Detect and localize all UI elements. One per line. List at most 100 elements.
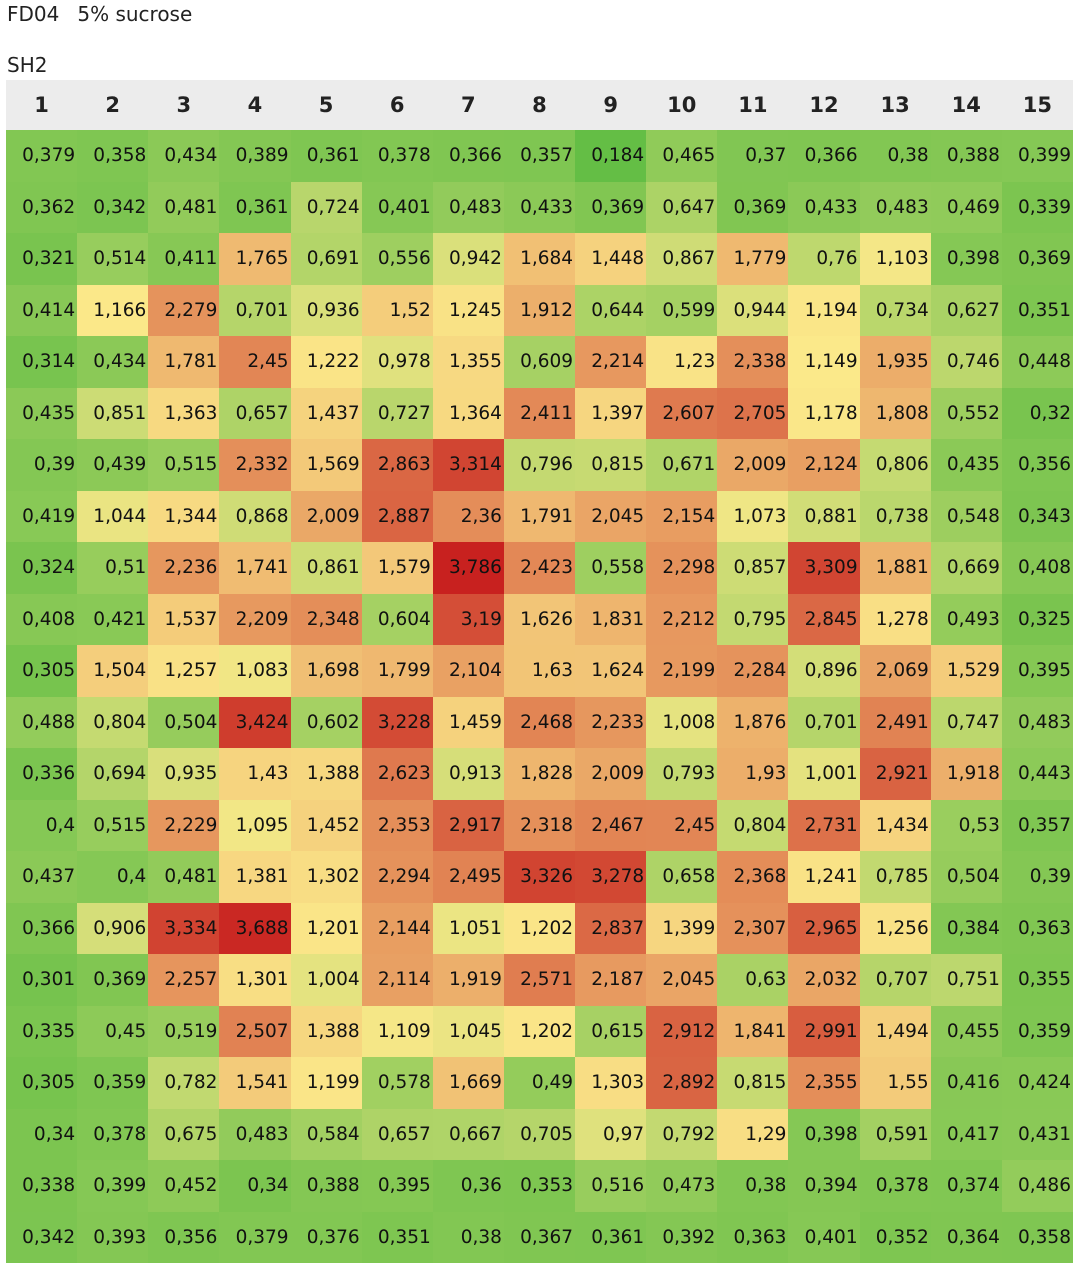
heatmap-cell-r1-c3: 0,434 [148, 130, 220, 182]
heatmap-cell-r3-c1: 0,321 [6, 233, 78, 285]
heatmap-cell-r20-c12: 0,398 [788, 1108, 860, 1160]
heatmap-cell-r1-c11: 0,37 [717, 130, 789, 182]
heatmap-cell-r22-c5: 0,376 [290, 1211, 362, 1263]
heatmap-cell-r4-c4: 0,701 [219, 284, 291, 336]
heatmap-cell-r3-c12: 0,76 [788, 233, 860, 285]
heatmap-cell-r15-c13: 0,785 [859, 851, 931, 903]
heatmap-cell-r20-c10: 0,792 [646, 1108, 718, 1160]
heatmap-cell-r14-c2: 0,515 [77, 799, 149, 851]
heatmap-cell-r7-c15: 0,356 [1001, 439, 1073, 491]
heatmap-cell-r12-c15: 0,483 [1001, 696, 1073, 748]
heatmap-cell-r20-c8: 0,705 [503, 1108, 576, 1160]
heatmap-cell-r1-c15: 0,399 [1001, 130, 1073, 182]
heatmap-cell-r9-c5: 0,861 [290, 542, 362, 594]
heatmap-cell-r19-c8: 0,49 [503, 1057, 576, 1109]
heatmap-cell-r10-c2: 0,421 [77, 593, 149, 645]
heatmap-cell-r19-c15: 0,424 [1001, 1057, 1073, 1109]
heatmap-cell-r3-c9: 1,448 [575, 233, 647, 285]
heatmap-cell-r2-c15: 0,339 [1001, 181, 1073, 233]
heatmap-cell-r3-c11: 1,779 [717, 233, 789, 285]
heatmap-cell-r7-c7: 3,314 [432, 439, 504, 491]
heatmap-cell-r1-c13: 0,38 [859, 130, 931, 182]
heatmap-cell-r11-c11: 2,284 [717, 645, 789, 697]
heatmap-cell-r2-c6: 0,401 [361, 181, 433, 233]
heatmap-cell-r18-c2: 0,45 [77, 1005, 149, 1057]
column-header-3: 3 [148, 80, 220, 130]
heatmap-cell-r21-c7: 0,36 [432, 1160, 504, 1212]
heatmap-cell-r9-c14: 0,669 [930, 542, 1002, 594]
heatmap-cell-r1-c1: 0,379 [6, 130, 78, 182]
heatmap-cell-r11-c15: 0,395 [1001, 645, 1073, 697]
heatmap-cell-r10-c11: 0,795 [717, 593, 789, 645]
heatmap-cell-r2-c5: 0,724 [290, 181, 362, 233]
heatmap-cell-r8-c12: 0,881 [788, 490, 860, 542]
heatmap-cell-r22-c4: 0,379 [219, 1211, 291, 1263]
heatmap-cell-r13-c10: 0,793 [646, 748, 718, 800]
heatmap-cell-r5-c8: 0,609 [503, 336, 576, 388]
heatmap-cell-r20-c6: 0,657 [361, 1108, 433, 1160]
heatmap-cell-r10-c7: 3,19 [432, 593, 504, 645]
heatmap-cell-r12-c10: 1,008 [646, 696, 718, 748]
column-header-15: 15 [1001, 80, 1073, 130]
column-header-2: 2 [77, 80, 149, 130]
heatmap-cell-r7-c14: 0,435 [930, 439, 1002, 491]
heatmap-cell-r1-c8: 0,357 [503, 130, 576, 182]
heatmap-cell-r1-c6: 0,378 [361, 130, 433, 182]
heatmap-cell-r20-c3: 0,675 [148, 1108, 220, 1160]
chart-subtitle: SH2 [7, 53, 48, 77]
heatmap-cell-r21-c15: 0,486 [1001, 1160, 1073, 1212]
heatmap-cell-r17-c12: 2,032 [788, 954, 860, 1006]
heatmap-cell-r11-c5: 1,698 [290, 645, 362, 697]
heatmap-cell-r17-c1: 0,301 [6, 954, 78, 1006]
heatmap-cell-r17-c6: 2,114 [361, 954, 433, 1006]
heatmap-cell-r12-c6: 3,228 [361, 696, 433, 748]
heatmap-cell-r10-c10: 2,212 [646, 593, 718, 645]
heatmap-cell-r17-c14: 0,751 [930, 954, 1002, 1006]
heatmap-cell-r19-c5: 1,199 [290, 1057, 362, 1109]
heatmap-cell-r13-c11: 1,93 [717, 748, 789, 800]
heatmap-cell-r2-c14: 0,469 [930, 181, 1002, 233]
heatmap-cell-r9-c13: 1,881 [859, 542, 931, 594]
heatmap-cell-r9-c11: 0,857 [717, 542, 789, 594]
heatmap-cell-r4-c14: 0,627 [930, 284, 1002, 336]
heatmap-cell-r8-c1: 0,419 [6, 490, 78, 542]
heatmap-cell-r1-c10: 0,465 [646, 130, 718, 182]
heatmap-cell-r9-c9: 0,558 [575, 542, 647, 594]
heatmap-cell-r7-c6: 2,863 [361, 439, 433, 491]
heatmap-cell-r22-c2: 0,393 [77, 1211, 149, 1263]
heatmap-cell-r1-c14: 0,388 [930, 130, 1002, 182]
heatmap-cell-r10-c1: 0,408 [6, 593, 78, 645]
heatmap-cell-r2-c10: 0,647 [646, 181, 718, 233]
column-header-6: 6 [361, 80, 433, 130]
heatmap-cell-r18-c14: 0,455 [930, 1005, 1002, 1057]
heatmap-cell-r21-c8: 0,353 [503, 1160, 576, 1212]
column-header-9: 9 [575, 80, 647, 130]
heatmap-cell-r6-c14: 0,552 [930, 387, 1002, 439]
heatmap-cell-r22-c10: 0,392 [646, 1211, 718, 1263]
heatmap-cell-r5-c3: 1,781 [148, 336, 220, 388]
heatmap-cell-r22-c12: 0,401 [788, 1211, 860, 1263]
heatmap-cell-r22-c8: 0,367 [503, 1211, 576, 1263]
heatmap-cell-r15-c1: 0,437 [6, 851, 78, 903]
heatmap-cell-r15-c2: 0,4 [77, 851, 149, 903]
heatmap-cell-r17-c2: 0,369 [77, 954, 149, 1006]
heatmap-cell-r12-c3: 0,504 [148, 696, 220, 748]
heatmap-cell-r11-c7: 2,104 [432, 645, 504, 697]
heatmap-cell-r11-c4: 1,083 [219, 645, 291, 697]
heatmap-cell-r5-c15: 0,448 [1001, 336, 1073, 388]
heatmap-cell-r3-c3: 0,411 [148, 233, 220, 285]
heatmap-cell-r19-c4: 1,541 [219, 1057, 291, 1109]
heatmap-cell-r17-c13: 0,707 [859, 954, 931, 1006]
heatmap-cell-r9-c7: 3,786 [432, 542, 504, 594]
heatmap-cell-r10-c5: 2,348 [290, 593, 362, 645]
heatmap-cell-r14-c6: 2,353 [361, 799, 433, 851]
heatmap-cell-r4-c10: 0,599 [646, 284, 718, 336]
heatmap-cell-r14-c11: 0,804 [717, 799, 789, 851]
heatmap-cell-r1-c4: 0,389 [219, 130, 291, 182]
heatmap-cell-r7-c9: 0,815 [575, 439, 647, 491]
heatmap-cell-r2-c7: 0,483 [432, 181, 504, 233]
chart-title: FD04 5% sucrose [7, 2, 192, 26]
heatmap-cell-r12-c11: 1,876 [717, 696, 789, 748]
heatmap-cell-r4-c3: 2,279 [148, 284, 220, 336]
heatmap-cell-r9-c15: 0,408 [1001, 542, 1073, 594]
